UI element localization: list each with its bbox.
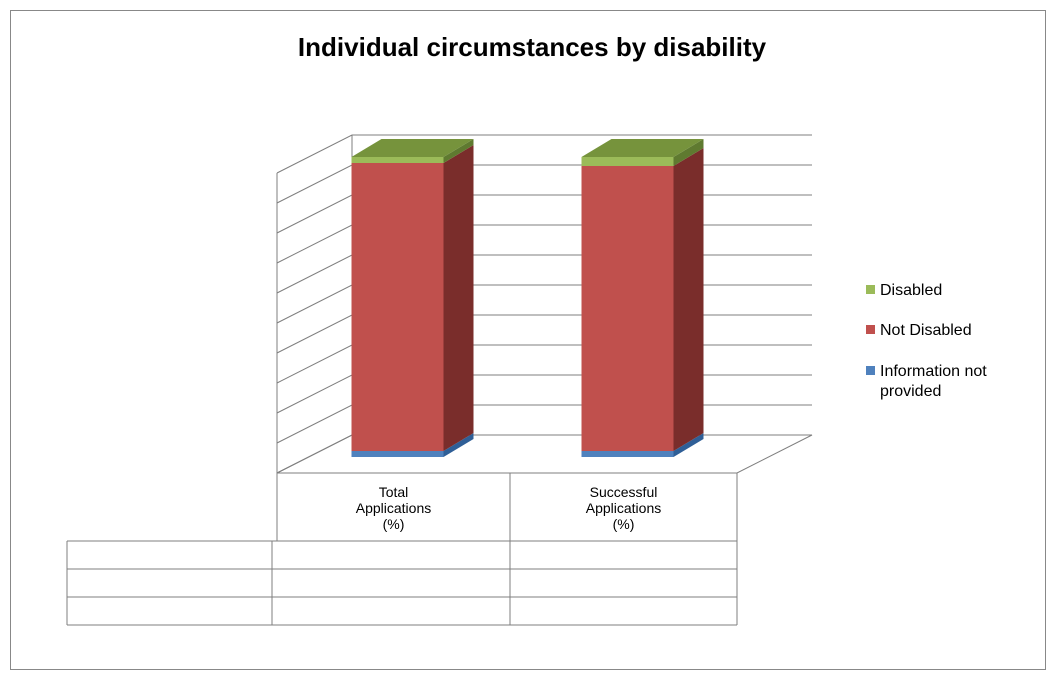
legend-swatch	[866, 285, 875, 294]
category-label: (%)	[613, 516, 635, 532]
legend-swatch	[866, 325, 875, 334]
bar-segment	[351, 157, 444, 163]
bar-segment-side	[673, 139, 704, 166]
bar-segment-top	[581, 139, 704, 157]
bar-segment-side	[443, 139, 474, 163]
bar-segment-top	[351, 139, 474, 157]
category-label: Total	[379, 484, 409, 500]
bar-stack	[581, 139, 704, 457]
legend-label: Not Disabled	[880, 322, 972, 339]
category-label: Applications	[586, 500, 662, 516]
bars	[351, 139, 704, 457]
bar-segment-side	[443, 433, 474, 457]
category-label: Applications	[356, 500, 432, 516]
legend: Disabled Not Disabled Information not provi…	[866, 282, 987, 400]
bar-segment	[581, 166, 674, 451]
bar-segment	[581, 157, 674, 166]
bar-segment	[581, 451, 674, 457]
bar-segment	[351, 451, 444, 457]
data-table: TotalApplications(%)SuccessfulApplicatio…	[66, 473, 738, 626]
chart-border	[10, 10, 1046, 670]
category-label: (%)	[383, 516, 405, 532]
chart-title: Individual circumstances by disability	[298, 32, 767, 62]
bar-segment-side	[673, 433, 704, 457]
bar-segment-side	[673, 148, 704, 451]
category-label: Successful	[590, 484, 658, 500]
legend-swatch	[866, 366, 875, 375]
legend-label: Disabled	[880, 282, 942, 299]
bar-segment-side	[443, 145, 474, 451]
bar-stack	[351, 139, 474, 457]
bar-segment	[351, 163, 444, 451]
legend-label: Information not provided	[880, 363, 987, 400]
